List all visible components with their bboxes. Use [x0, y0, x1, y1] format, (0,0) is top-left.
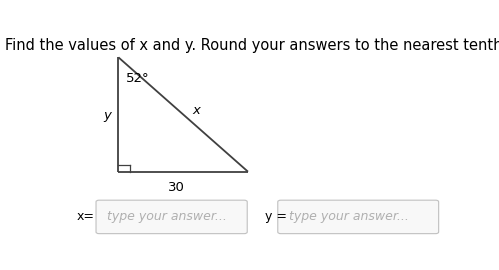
FancyBboxPatch shape: [96, 200, 247, 234]
Text: y: y: [103, 109, 111, 122]
Text: x=: x=: [77, 210, 95, 223]
FancyBboxPatch shape: [278, 200, 439, 234]
Text: x: x: [192, 104, 200, 117]
Text: type your answer...: type your answer...: [288, 210, 409, 223]
Text: Find the values of x and y. Round your answers to the nearest tenth.: Find the values of x and y. Round your a…: [4, 38, 499, 53]
Text: 52°: 52°: [126, 72, 150, 85]
Text: y =: y =: [265, 210, 287, 223]
Text: type your answer...: type your answer...: [107, 210, 227, 223]
Text: 30: 30: [168, 181, 185, 194]
